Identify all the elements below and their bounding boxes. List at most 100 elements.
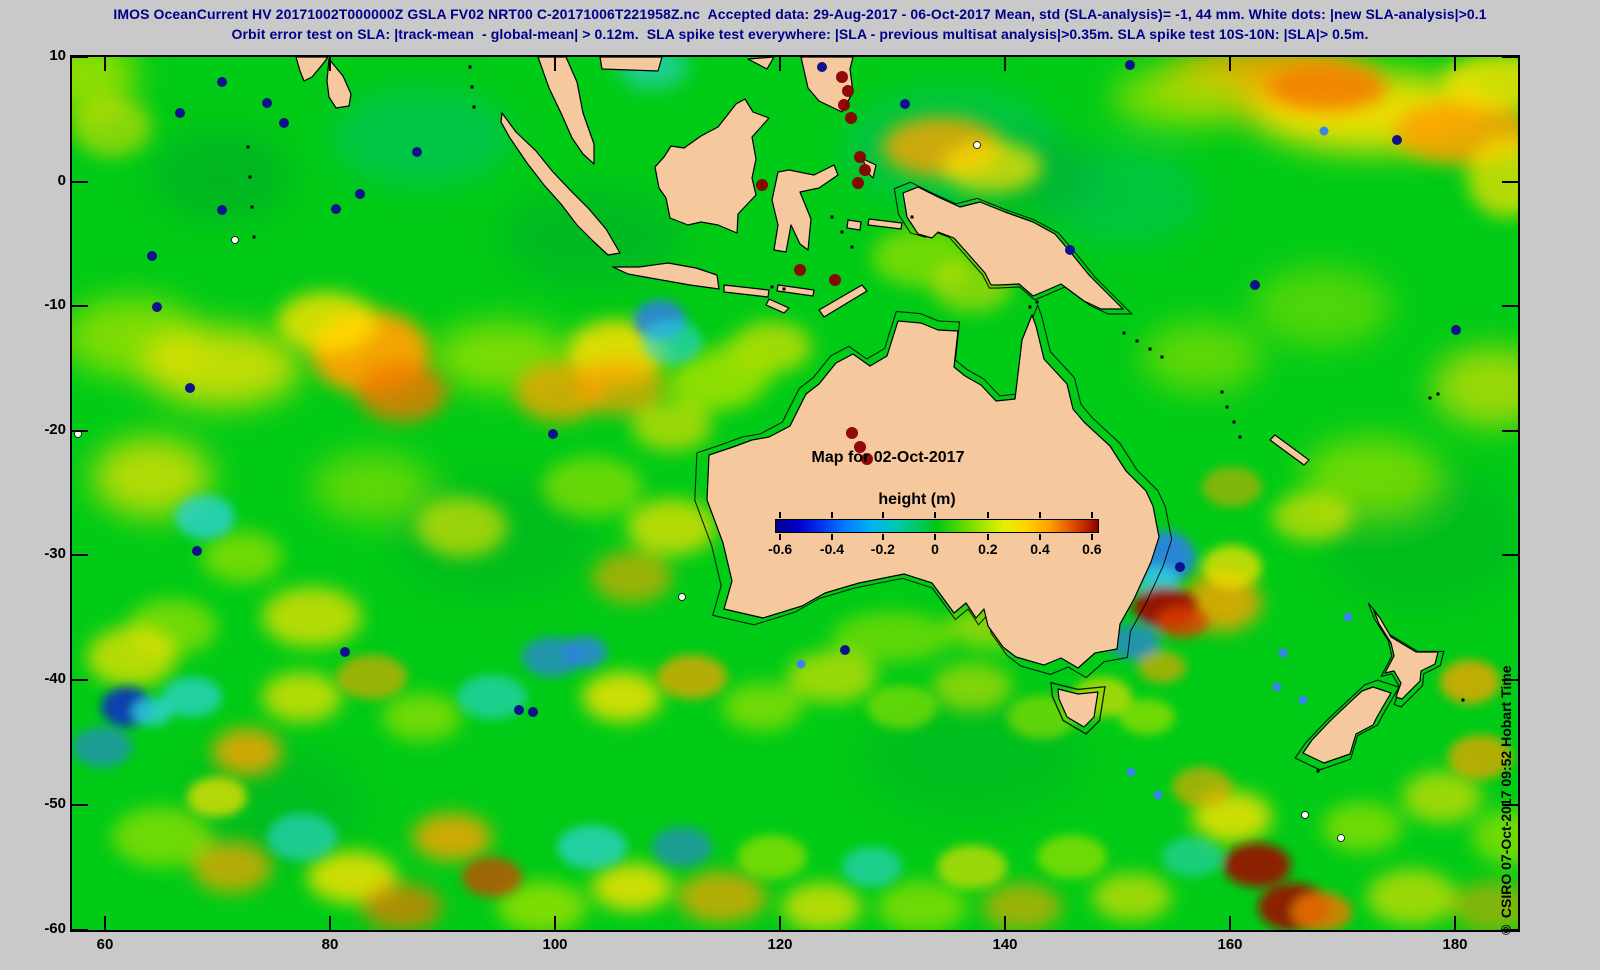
colorbar-tick-label: 0.2: [978, 541, 998, 557]
island-speck: [1461, 698, 1465, 702]
island-speck: [1028, 305, 1032, 309]
land-australia: [706, 314, 1160, 669]
navy-flag-dot: [152, 302, 162, 312]
colorbar-tick: [934, 534, 937, 540]
longitude-tick-label: 100: [542, 936, 568, 953]
blue-flag-dot: [1319, 126, 1329, 136]
white-flag-dot: [678, 593, 686, 601]
red-flag-dot: [836, 71, 848, 83]
field-blob: [542, 457, 642, 517]
land-borneo: [654, 98, 770, 234]
field-blob: [1112, 67, 1252, 127]
sea-level-anomaly-field: [72, 57, 1518, 930]
field-blob: [982, 883, 1062, 930]
island-speck: [470, 85, 474, 89]
blue-flag-dot: [1278, 648, 1288, 658]
colorbar-tick: [986, 512, 989, 518]
field-blob: [417, 497, 507, 557]
field-blob: [1402, 771, 1482, 823]
field-blob: [942, 141, 1042, 193]
navy-flag-dot: [192, 546, 202, 556]
navy-flag-dot: [279, 118, 289, 128]
colorbar-tick: [934, 512, 937, 518]
navy-flag-dot: [217, 77, 227, 87]
field-blob: [1367, 869, 1457, 925]
red-flag-dot: [854, 151, 866, 163]
land-sri-lanka: [326, 58, 352, 109]
field-blob: [1302, 437, 1442, 517]
csiro-credit-text: © CSIRO 07-Oct-2017 09:52 Hobart Time: [1498, 665, 1514, 938]
island-speck: [250, 205, 254, 209]
colorbar-tick: [779, 512, 782, 518]
colorbar-tick: [1090, 512, 1093, 518]
field-blob: [832, 612, 952, 662]
field-blob: [1172, 767, 1232, 807]
island-speck: [782, 287, 786, 291]
field-blob: [132, 698, 172, 726]
blue-flag-dot: [796, 659, 806, 669]
field-blob: [1442, 57, 1518, 110]
red-flag-dot: [794, 264, 806, 276]
field-blob: [1452, 881, 1518, 930]
colorbar-tick: [881, 512, 884, 518]
colorbar-tick: [1039, 512, 1041, 518]
field-blob: [497, 881, 587, 930]
field-blob: [1223, 843, 1291, 887]
red-flag-dot: [852, 177, 864, 189]
island-speck: [246, 145, 250, 149]
field-blob: [877, 881, 967, 930]
colorbar-tick: [1090, 534, 1093, 540]
navy-flag-dot: [548, 429, 558, 439]
field-blob: [1037, 835, 1107, 879]
field-blob: [937, 845, 1007, 889]
colorbar-tick-label: 0.4: [1030, 541, 1050, 557]
field-blob: [1440, 660, 1500, 704]
longitude-tick-label: 80: [321, 936, 339, 953]
blue-flag-dot: [1126, 767, 1136, 777]
field-blob: [1267, 63, 1387, 111]
colorbar-tick: [779, 534, 782, 540]
colorbar: [775, 519, 1099, 533]
colorbar-tick-label: 0: [931, 541, 939, 557]
field-blob: [632, 403, 712, 451]
red-flag-dot: [842, 85, 854, 97]
field-blob: [462, 857, 522, 897]
axis-tick-marks: [72, 57, 1518, 930]
land-malay-peninsula: [537, 57, 595, 165]
field-blob: [1162, 837, 1222, 877]
field-blob: [642, 320, 702, 364]
island-speck: [1220, 390, 1224, 394]
red-flag-dot: [854, 441, 866, 453]
white-flag-dot: [1301, 811, 1309, 819]
red-flag-dot: [861, 453, 873, 465]
field-blob: [1007, 695, 1077, 739]
island-speck: [248, 175, 252, 179]
island-speck: [468, 65, 472, 69]
navy-flag-dot: [262, 98, 272, 108]
white-flag-dot: [1337, 834, 1345, 842]
navy-flag-dot: [1175, 562, 1185, 572]
red-flag-dot: [845, 112, 857, 124]
island-speck: [850, 245, 854, 249]
red-flag-dot: [846, 427, 858, 439]
field-blob: [162, 677, 222, 717]
field-blob: [1142, 322, 1262, 392]
land-sumba: [765, 298, 790, 314]
longitude-tick-label: 140: [992, 936, 1018, 953]
navy-flag-dot: [528, 707, 538, 717]
field-blob: [1432, 347, 1518, 427]
field-blob: [712, 335, 792, 379]
field-blob: [563, 636, 607, 668]
field-blob: [737, 835, 807, 879]
field-blob: [867, 685, 937, 729]
field-blob: [1202, 467, 1262, 507]
navy-flag-dot: [1065, 245, 1075, 255]
red-flag-dot: [838, 99, 850, 111]
field-blob: [1092, 873, 1172, 921]
land-java: [612, 262, 720, 290]
land-india-tip: [295, 57, 329, 82]
field-blob: [202, 531, 282, 583]
field-blob: [1119, 699, 1175, 735]
field-blob: [1202, 545, 1262, 589]
field-blob: [1448, 735, 1512, 779]
